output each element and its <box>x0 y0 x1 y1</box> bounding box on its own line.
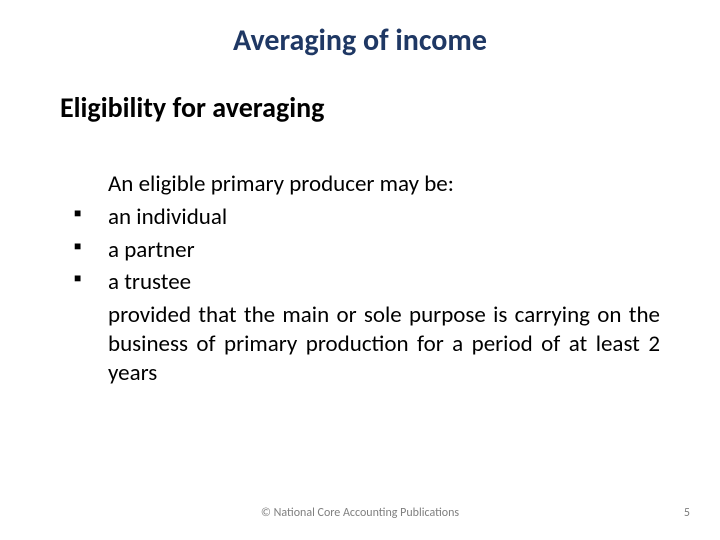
footer-copyright: © National Core Accounting Publications <box>0 506 720 520</box>
list-item: an individual <box>60 203 660 232</box>
lead-text: An eligible primary producer may be: <box>108 170 660 199</box>
slide: Averaging of income Eligibility for aver… <box>0 0 720 540</box>
bullet-list: an individual a partner a trustee <box>60 203 660 297</box>
slide-title: Averaging of income <box>0 22 720 59</box>
slide-subtitle: Eligibility for averaging <box>60 90 324 125</box>
list-item: a partner <box>60 236 660 265</box>
list-item: a trustee <box>60 268 660 297</box>
slide-body: An eligible primary producer may be: an … <box>60 170 660 387</box>
page-number: 5 <box>684 506 690 520</box>
tail-text: provided that the main or sole purpose i… <box>108 301 660 387</box>
